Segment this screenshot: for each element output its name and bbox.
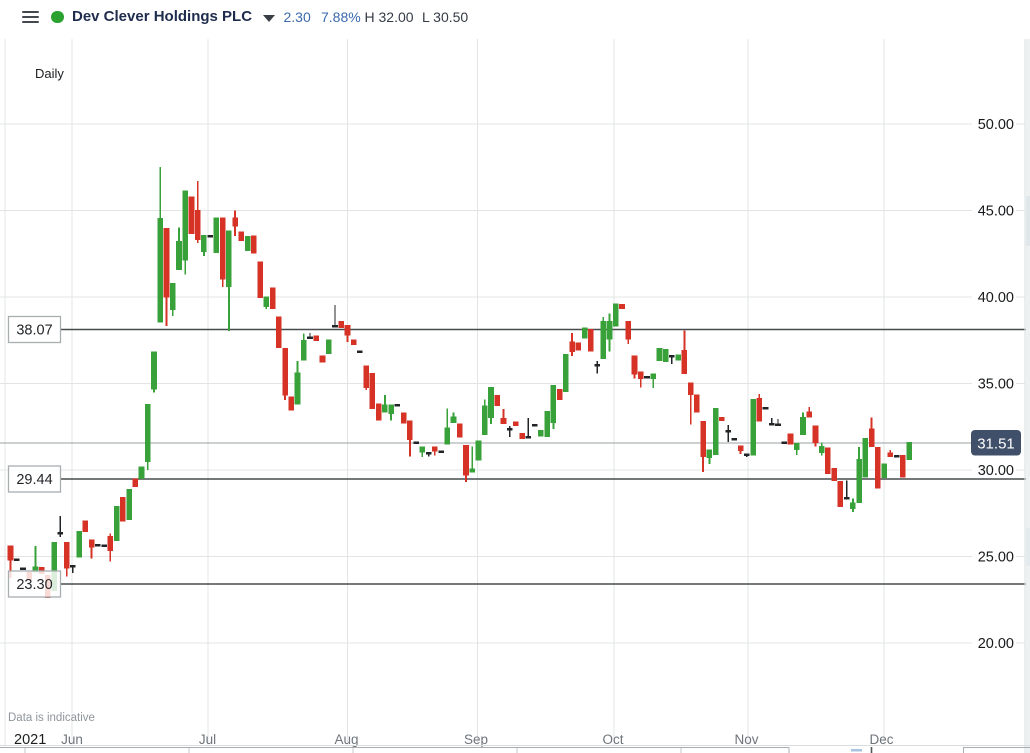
svg-text:40.00: 40.00 — [978, 290, 1014, 306]
svg-text:31.51: 31.51 — [977, 436, 1015, 453]
svg-text:Nov: Nov — [734, 732, 758, 747]
svg-text:Oct: Oct — [602, 732, 623, 747]
svg-text:50.00: 50.00 — [978, 117, 1014, 133]
svg-text:Jun: Jun — [61, 732, 83, 747]
svg-text:25.00: 25.00 — [978, 550, 1014, 566]
svg-text:29.44: 29.44 — [16, 472, 52, 488]
svg-text:35.00: 35.00 — [978, 377, 1014, 393]
svg-text:Sep: Sep — [464, 732, 488, 747]
svg-text:Dec: Dec — [869, 732, 893, 747]
svg-text:2021: 2021 — [14, 732, 46, 748]
svg-text:30.00: 30.00 — [978, 463, 1014, 479]
svg-text:23.30: 23.30 — [16, 577, 52, 593]
svg-text:45.00: 45.00 — [978, 204, 1014, 220]
svg-text:20.00: 20.00 — [978, 636, 1014, 652]
svg-text:38.07: 38.07 — [16, 323, 52, 339]
svg-text:Data is indicative: Data is indicative — [8, 712, 95, 724]
svg-text:Aug: Aug — [334, 732, 358, 747]
svg-text:Jul: Jul — [199, 732, 216, 747]
